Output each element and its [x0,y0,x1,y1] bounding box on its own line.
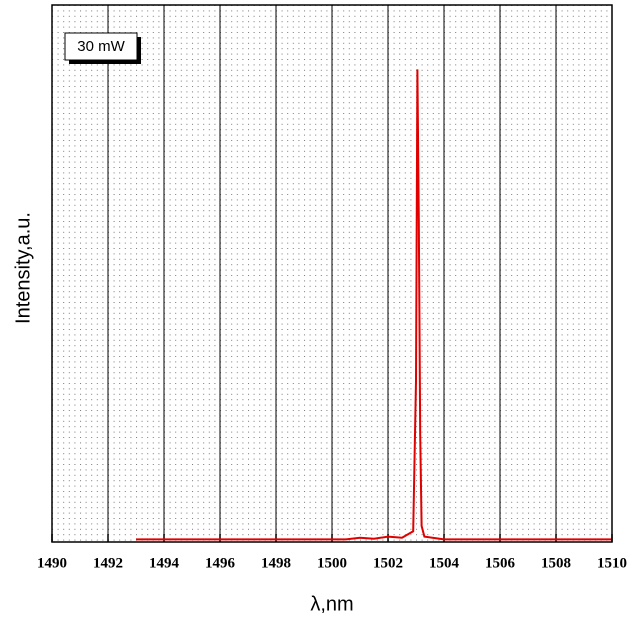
grid [51,5,613,542]
annotation: 30 mW [77,38,125,55]
x-tick-label: 1498 [261,555,291,571]
y-axis-label: Intensity,a.u. [12,212,34,324]
x-tick-label: 1504 [429,555,460,571]
plot [136,69,612,541]
plot-frame [51,4,613,543]
x-tick-label: 1508 [541,555,571,571]
series-line [136,69,612,541]
x-tick-label: 1492 [93,555,123,571]
x-tick-label: 1502 [373,555,403,571]
x-axis-label: λ,nm [310,593,353,615]
x-tick-label: 1496 [205,555,236,571]
x-tick-label: 1494 [149,555,180,571]
x-tick-label: 1500 [317,555,347,571]
x-tick-label: 1510 [597,555,627,571]
annotation-box [64,32,138,61]
x-tick-label: 1490 [37,555,67,571]
x-tick-label: 1506 [485,555,516,571]
